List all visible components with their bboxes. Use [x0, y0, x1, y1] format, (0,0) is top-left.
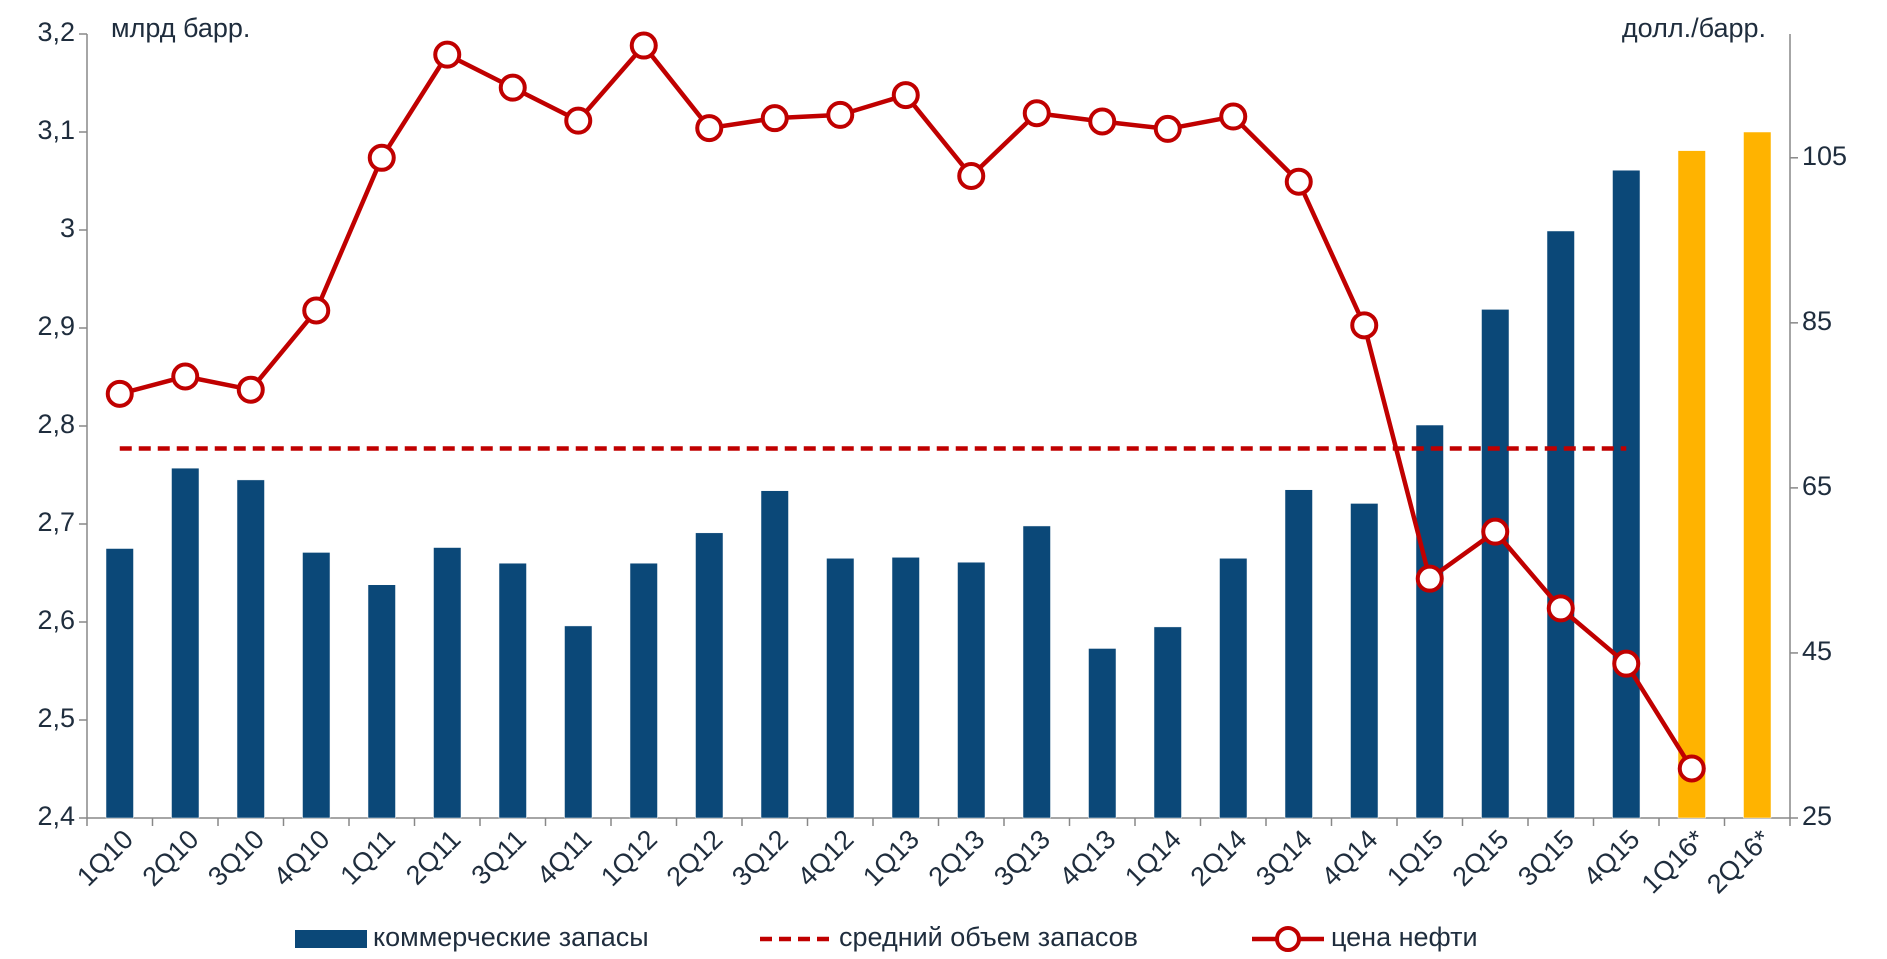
x-tick-label: 2Q11 [400, 824, 467, 891]
price-marker [695, 114, 724, 143]
x-tick-label: 2Q14 [1185, 824, 1253, 892]
x-tick-label: 1Q12 [595, 824, 663, 892]
legend-swatch [1275, 926, 1301, 952]
bar [695, 532, 724, 819]
bar [105, 548, 134, 819]
legend-label: цена нефти [1331, 922, 1478, 952]
x-tick-label: 2Q15 [1447, 824, 1515, 892]
y2-tick-label: 45 [1802, 636, 1832, 666]
x-tick-label: 1Q11 [335, 824, 402, 891]
y2-axis-label: долл./барр. [1622, 13, 1766, 43]
legend-label: коммерческие запасы [373, 922, 649, 952]
y-tick-label: 2,7 [37, 507, 75, 537]
bar [891, 557, 920, 819]
price-marker [1284, 167, 1313, 196]
price-marker [826, 100, 855, 129]
price-marker [498, 73, 527, 102]
bar [367, 584, 396, 819]
bar [1677, 150, 1706, 819]
y2-tick-label: 25 [1802, 801, 1832, 831]
x-tick-label: 3Q15 [1512, 824, 1580, 892]
price-marker [367, 143, 396, 172]
price-marker [1088, 107, 1117, 136]
bar [1153, 626, 1182, 819]
x-tick-label: 2Q12 [661, 824, 729, 892]
price-marker [1612, 649, 1641, 678]
y2-tick-label: 65 [1802, 471, 1832, 501]
bar [957, 561, 986, 819]
price-marker [564, 106, 593, 135]
bar [1350, 503, 1379, 819]
y-axis-label: млрд барр. [111, 13, 250, 43]
bar [498, 562, 527, 819]
x-tick-label: 2Q13 [923, 824, 991, 892]
y-tick-label: 3,2 [37, 17, 75, 47]
x-tick-label: 4Q14 [1316, 824, 1384, 892]
x-tick-label: 4Q11 [531, 824, 598, 891]
bar [1284, 489, 1313, 819]
price-marker [629, 31, 658, 60]
price-marker [1481, 517, 1510, 546]
price-marker [302, 296, 331, 325]
x-tick-label: 1Q10 [71, 824, 139, 892]
y-tick-label: 3,1 [37, 115, 75, 145]
bar [564, 625, 593, 819]
price-marker [236, 375, 265, 404]
bar [826, 558, 855, 819]
x-tick-label: 1Q15 [1381, 824, 1449, 892]
x-tick-label: 4Q10 [268, 824, 336, 892]
bar [433, 547, 462, 819]
x-tick-label: 1Q16* [1636, 824, 1712, 900]
price-marker [760, 104, 789, 133]
bar [1481, 309, 1510, 819]
bar [171, 467, 200, 819]
x-tick-label: 3Q10 [202, 824, 270, 892]
price-marker [891, 81, 920, 110]
x-tick-label: 3Q14 [1250, 824, 1318, 892]
y-tick-label: 2,6 [37, 605, 75, 635]
price-marker [1219, 102, 1248, 131]
y-tick-label: 2,4 [37, 801, 75, 831]
x-tick-label: 1Q14 [1119, 824, 1187, 892]
x-tick-label: 3Q13 [988, 824, 1056, 892]
x-tick-label: 2Q16* [1701, 824, 1777, 900]
y-tick-label: 2,5 [37, 703, 75, 733]
y-tick-label: 2,8 [37, 409, 75, 439]
bar [236, 479, 265, 819]
x-tick-label: 3Q12 [726, 824, 794, 892]
bar [1219, 558, 1248, 819]
x-tick-label: 4Q12 [792, 824, 860, 892]
price-marker [1153, 114, 1182, 143]
y-tick-label: 2,9 [37, 311, 75, 341]
y2-tick-label: 105 [1802, 141, 1847, 171]
y-tick-label: 3 [60, 213, 75, 243]
price-marker [1677, 754, 1706, 783]
bar [760, 490, 789, 819]
price-marker [1022, 99, 1051, 128]
bar [1743, 131, 1772, 819]
x-tick-label: 4Q13 [1054, 824, 1122, 892]
bar [629, 562, 658, 819]
bar [1088, 648, 1117, 819]
legend-label: средний объем запасов [839, 922, 1138, 952]
x-tick-label: 2Q10 [137, 824, 205, 892]
bar [1415, 424, 1444, 819]
bar [302, 552, 331, 819]
x-tick-label: 3Q11 [466, 824, 533, 891]
y2-tick-label: 85 [1802, 306, 1832, 336]
price-marker [433, 40, 462, 69]
legend-swatch [295, 930, 367, 948]
price-marker [105, 379, 134, 408]
price-marker [171, 362, 200, 391]
price-marker [957, 161, 986, 190]
x-tick-label: 1Q13 [857, 824, 925, 892]
bar [1612, 169, 1641, 819]
bar [1022, 525, 1051, 819]
bar [1546, 230, 1575, 819]
x-tick-label: 4Q15 [1578, 824, 1646, 892]
price-marker [1415, 564, 1444, 593]
price-marker [1350, 311, 1379, 340]
price-marker [1546, 594, 1575, 623]
